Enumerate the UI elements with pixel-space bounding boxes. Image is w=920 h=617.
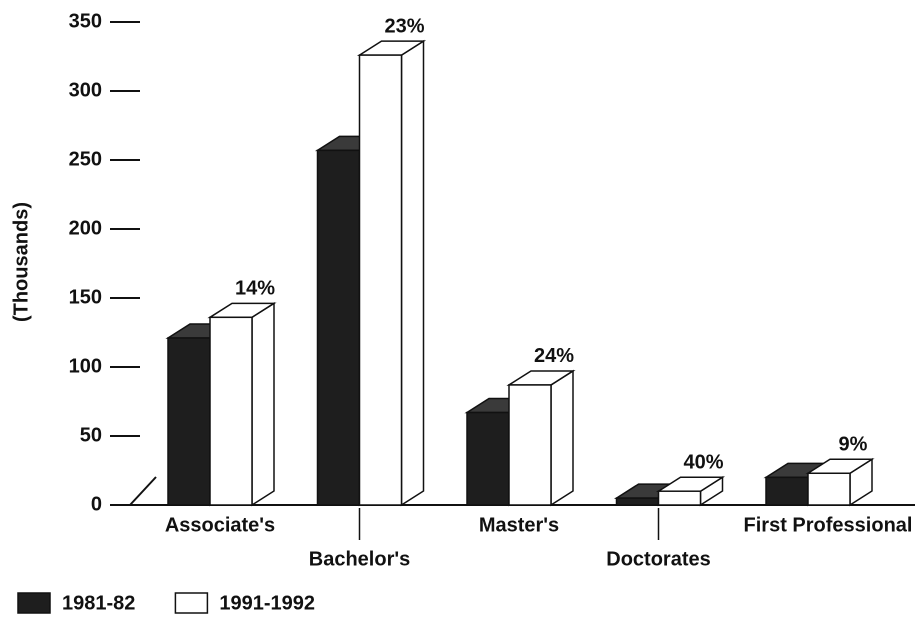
y-tick-label: 50 <box>80 424 102 446</box>
y-tick-label: 200 <box>69 217 102 239</box>
legend-swatch <box>174 592 209 614</box>
y-tick-label: 150 <box>69 286 102 308</box>
y-tick-label: 100 <box>69 355 102 377</box>
bar <box>167 337 211 506</box>
y-tick-label: 250 <box>69 148 102 170</box>
x-tick-label: Master's <box>479 514 559 536</box>
x-tick-label: Bachelor's <box>309 548 410 570</box>
bar-side <box>251 301 275 507</box>
y-tick-label: 350 <box>69 10 102 32</box>
bar-side <box>400 39 425 507</box>
x-tick-label: Doctorates <box>606 548 710 570</box>
legend-label: 1981-82 <box>62 592 135 614</box>
bar <box>615 497 660 506</box>
y-tick-label: 0 <box>91 493 102 515</box>
bar <box>316 149 361 506</box>
bar <box>765 476 809 506</box>
bar <box>358 54 403 506</box>
x-tick-label: First Professional <box>744 514 913 536</box>
bar <box>508 384 552 506</box>
annotation: 14% <box>235 278 275 300</box>
y-tick-label: 300 <box>69 79 102 101</box>
legend-swatch <box>17 592 51 614</box>
floor-edge <box>129 476 157 506</box>
bar <box>807 472 851 506</box>
annotation: 23% <box>384 15 424 37</box>
bar <box>466 411 510 506</box>
annotation: 40% <box>683 451 723 473</box>
y-axis-label: (Thousands) <box>10 202 32 322</box>
annotation: 9% <box>839 434 868 456</box>
bar <box>209 316 253 506</box>
x-tick-label: Associate's <box>165 514 275 536</box>
legend-label: 1991-1992 <box>219 592 315 614</box>
bar-side <box>550 369 574 507</box>
annotation: 24% <box>534 345 574 367</box>
bar <box>657 490 702 506</box>
